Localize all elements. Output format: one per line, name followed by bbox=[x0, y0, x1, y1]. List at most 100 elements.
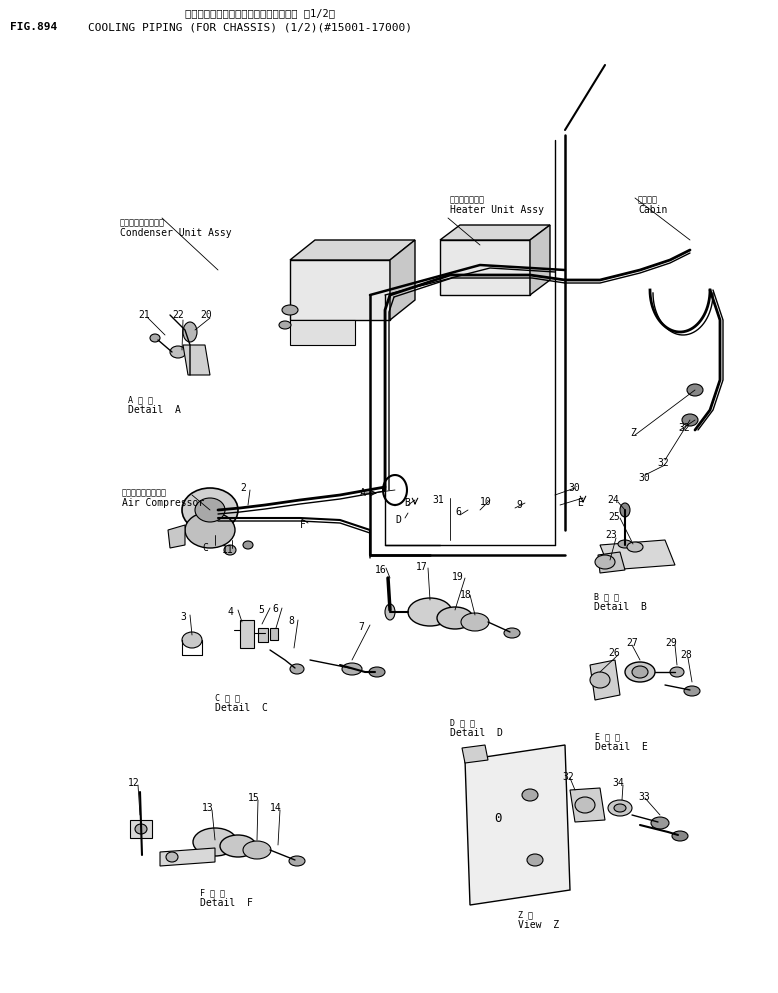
Text: 20: 20 bbox=[200, 310, 212, 320]
Polygon shape bbox=[598, 552, 625, 573]
Text: 22: 22 bbox=[172, 310, 184, 320]
Ellipse shape bbox=[183, 322, 197, 342]
Text: E 詳 図: E 詳 図 bbox=[595, 732, 620, 741]
Text: 19: 19 bbox=[452, 572, 464, 582]
Text: 11: 11 bbox=[222, 545, 233, 555]
Ellipse shape bbox=[672, 831, 688, 841]
Ellipse shape bbox=[182, 632, 202, 648]
Text: Cabin: Cabin bbox=[638, 205, 668, 215]
Text: 15: 15 bbox=[248, 793, 260, 803]
Text: エアーコンプレッサ: エアーコンプレッサ bbox=[122, 488, 167, 497]
Text: 30: 30 bbox=[638, 473, 650, 483]
Bar bbox=[130, 820, 152, 838]
Text: Z 図: Z 図 bbox=[518, 910, 533, 919]
Polygon shape bbox=[290, 320, 355, 345]
Ellipse shape bbox=[195, 498, 225, 522]
Polygon shape bbox=[590, 660, 620, 700]
Text: 18: 18 bbox=[460, 590, 471, 600]
Text: E: E bbox=[577, 498, 583, 508]
Text: 10: 10 bbox=[480, 497, 492, 507]
Ellipse shape bbox=[185, 512, 235, 548]
Ellipse shape bbox=[369, 667, 385, 677]
Ellipse shape bbox=[527, 854, 543, 866]
Ellipse shape bbox=[687, 384, 703, 396]
Text: Heater Unit Assy: Heater Unit Assy bbox=[450, 205, 544, 215]
Text: 32: 32 bbox=[562, 772, 573, 782]
Text: B 詳 図: B 詳 図 bbox=[594, 592, 619, 601]
Ellipse shape bbox=[684, 686, 700, 696]
Text: 12: 12 bbox=[128, 778, 140, 788]
Polygon shape bbox=[390, 240, 415, 320]
Text: Z: Z bbox=[630, 428, 636, 438]
Ellipse shape bbox=[282, 305, 298, 315]
Text: Detail  B: Detail B bbox=[594, 602, 647, 612]
Text: D: D bbox=[395, 515, 401, 525]
Ellipse shape bbox=[504, 628, 520, 638]
Ellipse shape bbox=[627, 542, 643, 552]
Polygon shape bbox=[160, 848, 215, 866]
Text: 32: 32 bbox=[678, 423, 690, 433]
Polygon shape bbox=[570, 788, 605, 822]
Ellipse shape bbox=[437, 607, 473, 629]
Text: 5: 5 bbox=[258, 605, 264, 615]
Ellipse shape bbox=[632, 666, 648, 678]
Text: 31: 31 bbox=[432, 495, 443, 505]
Ellipse shape bbox=[614, 804, 626, 812]
Ellipse shape bbox=[385, 604, 395, 620]
Ellipse shape bbox=[575, 797, 595, 813]
Text: 13: 13 bbox=[202, 803, 214, 813]
Text: 33: 33 bbox=[638, 792, 650, 802]
Ellipse shape bbox=[608, 800, 632, 816]
Text: キャビン: キャビン bbox=[638, 195, 658, 204]
Ellipse shape bbox=[290, 664, 304, 674]
Ellipse shape bbox=[651, 817, 669, 829]
Bar bbox=[240, 620, 254, 648]
Text: 7: 7 bbox=[358, 622, 364, 632]
Ellipse shape bbox=[522, 789, 538, 801]
Text: 2: 2 bbox=[240, 483, 246, 493]
Polygon shape bbox=[440, 240, 530, 295]
Polygon shape bbox=[290, 260, 390, 320]
Ellipse shape bbox=[590, 672, 610, 688]
Ellipse shape bbox=[224, 545, 236, 555]
Polygon shape bbox=[530, 225, 550, 295]
Text: 6: 6 bbox=[455, 507, 461, 517]
Ellipse shape bbox=[620, 503, 630, 517]
Text: C: C bbox=[202, 543, 208, 553]
Ellipse shape bbox=[618, 540, 632, 548]
Text: 26: 26 bbox=[608, 648, 620, 658]
Text: 0: 0 bbox=[494, 812, 502, 825]
Text: 3: 3 bbox=[180, 612, 186, 622]
Text: ヒータユニット: ヒータユニット bbox=[450, 195, 485, 204]
Ellipse shape bbox=[408, 598, 452, 626]
Ellipse shape bbox=[289, 856, 305, 866]
Ellipse shape bbox=[150, 334, 160, 342]
Text: C 詳 図: C 詳 図 bbox=[215, 693, 240, 702]
Polygon shape bbox=[168, 525, 185, 548]
Polygon shape bbox=[462, 745, 488, 763]
Text: Detail  C: Detail C bbox=[215, 703, 268, 713]
Polygon shape bbox=[465, 745, 570, 905]
Ellipse shape bbox=[461, 613, 489, 631]
Text: Detail  A: Detail A bbox=[128, 405, 180, 415]
Text: F: F bbox=[300, 520, 306, 530]
Ellipse shape bbox=[342, 663, 362, 675]
Text: A⇒: A⇒ bbox=[360, 488, 372, 498]
Ellipse shape bbox=[279, 321, 291, 329]
Text: クーリングハイピング（シャーショウ） （1/2）: クーリングハイピング（シャーショウ） （1/2） bbox=[185, 8, 335, 18]
Text: 16: 16 bbox=[375, 565, 387, 575]
Ellipse shape bbox=[170, 346, 186, 358]
Text: 14: 14 bbox=[270, 803, 282, 813]
Text: COOLING PIPING (FOR CHASSIS) (1/2)(#15001-17000): COOLING PIPING (FOR CHASSIS) (1/2)(#1500… bbox=[88, 22, 412, 32]
Ellipse shape bbox=[243, 541, 253, 549]
Text: 4: 4 bbox=[228, 607, 234, 617]
Text: Condenser Unit Assy: Condenser Unit Assy bbox=[120, 228, 232, 238]
Ellipse shape bbox=[682, 414, 698, 426]
Polygon shape bbox=[600, 540, 675, 570]
Text: F 詳 図: F 詳 図 bbox=[200, 888, 225, 897]
Text: 25: 25 bbox=[608, 512, 620, 522]
Text: 27: 27 bbox=[626, 638, 638, 648]
Text: 8: 8 bbox=[288, 616, 294, 626]
Text: 29: 29 bbox=[665, 638, 677, 648]
Ellipse shape bbox=[243, 841, 271, 859]
